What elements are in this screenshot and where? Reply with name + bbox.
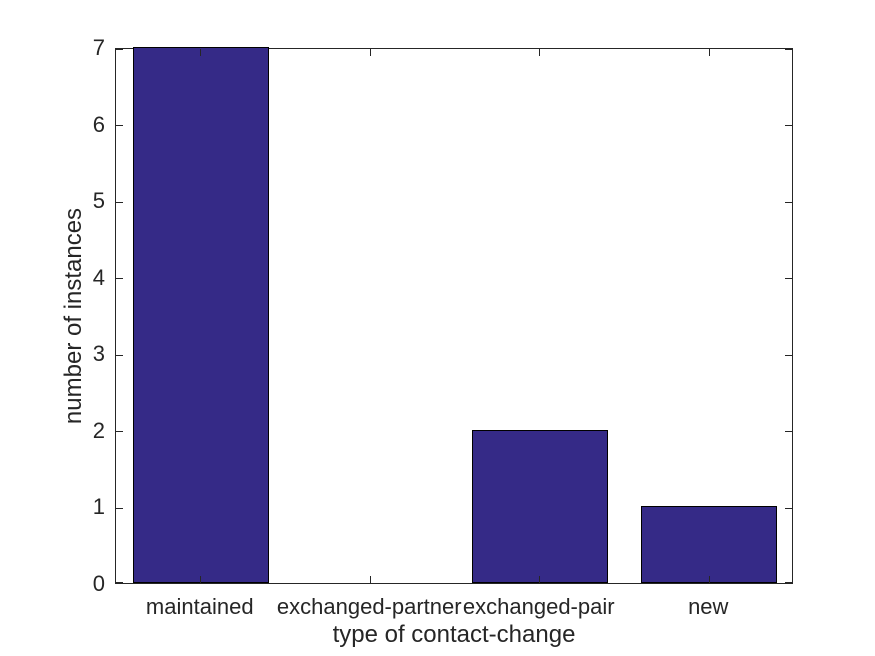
bar-exchanged-pair (471, 429, 608, 583)
x-tick-mark (539, 49, 541, 56)
x-tick-label-exchanged-partner: exchanged-partner (276, 594, 462, 619)
y-tick-label: 0 (92, 571, 105, 596)
y-tick-mark (785, 507, 792, 509)
y-tick-mark (785, 201, 792, 203)
y-axis-label: number of instances (60, 207, 87, 425)
y-tick-mark (116, 431, 123, 433)
x-tick-label-exchanged-pair: exchanged-pair (462, 594, 615, 619)
bar-new (641, 506, 778, 583)
y-tick-label: 5 (92, 188, 105, 214)
y-tick-mark (785, 125, 792, 127)
y-tick-mark (785, 49, 792, 50)
y-tick-mark (116, 507, 123, 509)
x-tick-mark (200, 576, 202, 583)
y-tick-mark (116, 49, 123, 50)
x-tick-label-new: new (688, 594, 729, 619)
y-tick-mark (785, 278, 792, 280)
plot-area (115, 47, 793, 584)
y-tick-label: 3 (92, 341, 105, 367)
x-axis-label: type of contact-change (332, 621, 576, 648)
x-tick-mark (708, 576, 710, 583)
x-tick-mark (369, 576, 371, 583)
y-tick-label: 4 (92, 264, 105, 290)
y-tick-label: 2 (92, 417, 105, 443)
x-tick-mark (708, 49, 710, 56)
x-tick-mark (539, 576, 541, 583)
y-tick-mark (116, 125, 123, 127)
y-tick-label: 7 (92, 35, 105, 60)
y-tick-mark (785, 582, 792, 583)
y-tick-mark (116, 354, 123, 356)
y-tick-mark (785, 354, 792, 356)
x-tick-mark (369, 49, 371, 56)
bar-maintained (132, 47, 269, 583)
y-tick-mark (785, 431, 792, 433)
x-tick-label-maintained: maintained (145, 594, 254, 619)
y-tick-mark (116, 201, 123, 203)
y-tick-mark (116, 582, 123, 583)
y-tick-label: 1 (92, 494, 105, 520)
y-tick-label: 6 (92, 111, 105, 137)
y-tick-mark (116, 278, 123, 280)
x-tick-mark (200, 49, 202, 56)
